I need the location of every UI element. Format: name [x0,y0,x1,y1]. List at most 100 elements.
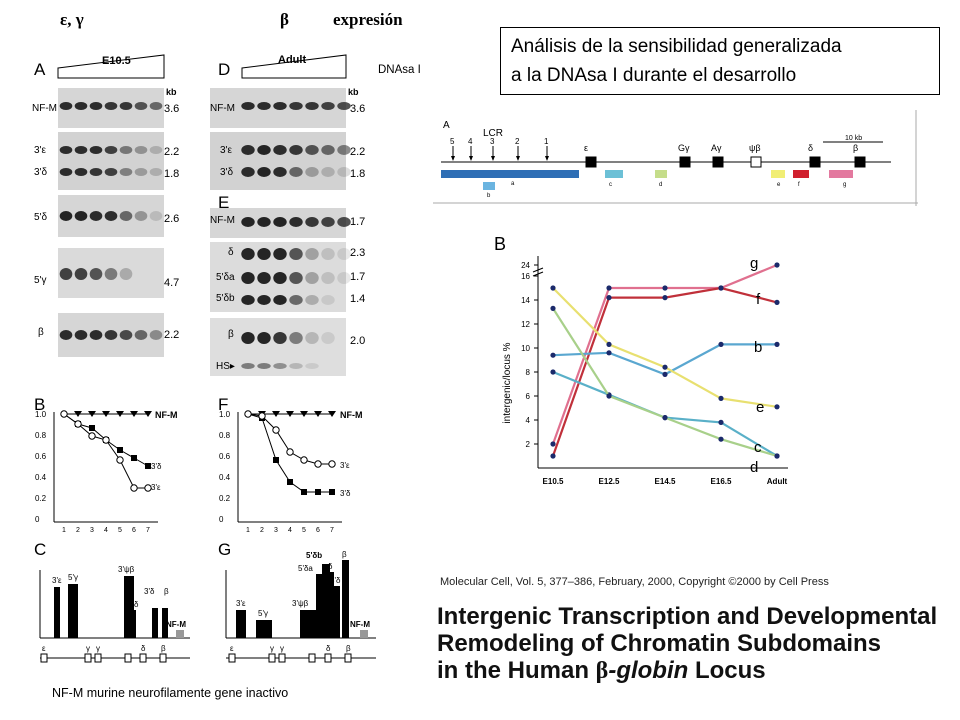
dnase-gradient-wedge [241,54,347,79]
gel-band [74,268,88,280]
marker-square [329,489,335,495]
gel-band [149,211,163,221]
gene-box [809,156,821,168]
gel-row-label: 5'δa [216,272,235,283]
gel-band [305,217,319,227]
bar-label: δ [328,562,333,571]
bar-label: 3'ψβ [118,565,135,574]
gel-band [134,330,148,340]
hs-site-label: 5 [450,137,455,146]
gel-band [305,167,319,177]
gel-band [273,217,287,227]
gel-band [134,211,148,221]
hs-site-label: 4 [468,137,473,146]
gel-band [59,211,73,221]
dnase-gradient-wedge [57,54,165,79]
gel-kb: 1.4 [350,293,365,305]
fragment-bar [605,170,623,178]
gel-row-label: NF-M [210,103,235,114]
gel-band [321,217,335,227]
fragment-bar [655,170,667,178]
paper-title-line-1: Intergenic Transcription and Development… [437,603,938,630]
marker-triangle [130,411,138,417]
gel-band [241,272,255,284]
series-label: 3'δ [151,462,162,471]
gel-strip [210,132,346,190]
series-label: NF-M [340,410,363,420]
gel-band [59,146,73,154]
gel-band [74,330,88,340]
gene-label: γ [86,644,90,653]
gene-glyph [278,653,286,663]
gel-kb: 4.7 [164,277,179,289]
marker-triangle [272,411,280,417]
gel-band [257,102,271,110]
dnase-label: DNAsa I [378,64,421,76]
data-point [550,352,556,358]
gel-band [273,332,287,344]
gel-band [149,330,163,340]
footnote: NF-M murine neurofilamente gene inactivo [52,686,289,700]
kb-header: kb [166,87,177,97]
gel-band [104,211,118,221]
bar-beta [342,560,349,638]
gel-band [337,217,351,227]
gene-glyph [84,653,92,663]
y-tick-label: 16 [521,272,530,281]
hs-site-arrowhead [469,156,473,161]
x-tick-label: Adult [767,477,788,486]
gel-band [89,146,103,154]
panel-label-b: B [34,395,45,414]
gel-band [59,330,73,340]
gel-band [321,332,335,344]
gel-kb: 2.6 [164,213,179,225]
bar-label: 5'δa [298,564,313,573]
gene-glyph [40,653,48,663]
fragment-label: f [798,182,800,188]
fragment-label: e [777,182,781,188]
x-tick-label: 6 [132,527,136,534]
gel-band [289,363,303,369]
x-tick-label: 2 [260,527,264,534]
gel-band [289,248,303,260]
y-tick-label: 0.2 [219,494,231,503]
marker-square [117,447,123,453]
gel-band [134,146,148,154]
gel-band [289,167,303,177]
data-point [550,305,556,311]
citation: Molecular Cell, Vol. 5, 377–386, Februar… [440,576,829,588]
y-tick-label: 2 [526,440,531,449]
marker-circle [144,484,152,492]
gene-glyph [139,653,147,663]
data-point [606,341,612,347]
series-label-c: c [754,439,762,456]
y-tick-label: 0.8 [219,431,231,440]
series-label: NF-M [155,410,178,420]
data-point [662,364,668,370]
gene-label: δ [326,644,331,653]
gel-band [241,167,255,177]
bar-delta [328,572,334,638]
gel-band [119,268,133,280]
fragment-bar [441,170,579,178]
bar-label: 3'ε [236,599,246,608]
y-tick-label: 14 [521,296,530,305]
marker-circle [74,420,82,428]
gel-band [241,295,255,305]
paper-title-line-2: Remodeling of Chromatin Subdomains [437,630,882,657]
chart-panel-label: B [494,234,506,254]
fragment-label: d [659,182,662,188]
gene-label: ε [42,644,46,653]
y-tick-label: 0.8 [35,431,47,440]
gene-glyph [324,653,332,663]
fragment-label: a [511,181,515,187]
gel-band [119,102,133,110]
gel-band [289,272,303,284]
gel-band [337,248,351,260]
gene-box [854,156,866,168]
gel-band [241,363,255,369]
gel-kb: 2.0 [350,335,365,347]
gel-band [241,217,255,227]
gene-box [750,156,762,168]
gel-band [74,102,88,110]
